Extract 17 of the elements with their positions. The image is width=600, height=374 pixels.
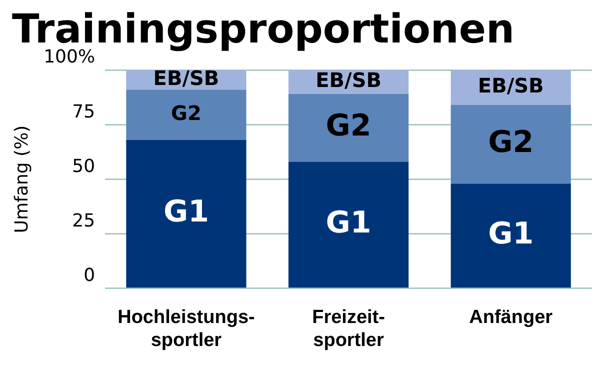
text: G1: [326, 205, 372, 240]
y-tick-label: 50: [72, 156, 96, 177]
x-tick-label: Hochleistungs- sportler: [118, 307, 255, 351]
text: G2: [326, 108, 372, 144]
y-tick-label: 0: [84, 265, 96, 286]
y-axis-title: Umfang (%): [11, 125, 32, 234]
text: EB/SB: [316, 68, 382, 92]
text: G1: [163, 194, 209, 230]
x-tick-label: Anfänger: [469, 307, 554, 328]
series-label: G2: [171, 100, 202, 125]
series-label: EB/SB: [153, 66, 220, 90]
text: EB/SB: [478, 74, 544, 98]
text: G2: [488, 125, 534, 160]
y-tick-label: 25: [72, 210, 96, 232]
x-tick-label: Freizeit- sportler: [312, 307, 385, 351]
y-tick-label: 75: [72, 101, 96, 122]
series-label: G1: [488, 216, 534, 252]
